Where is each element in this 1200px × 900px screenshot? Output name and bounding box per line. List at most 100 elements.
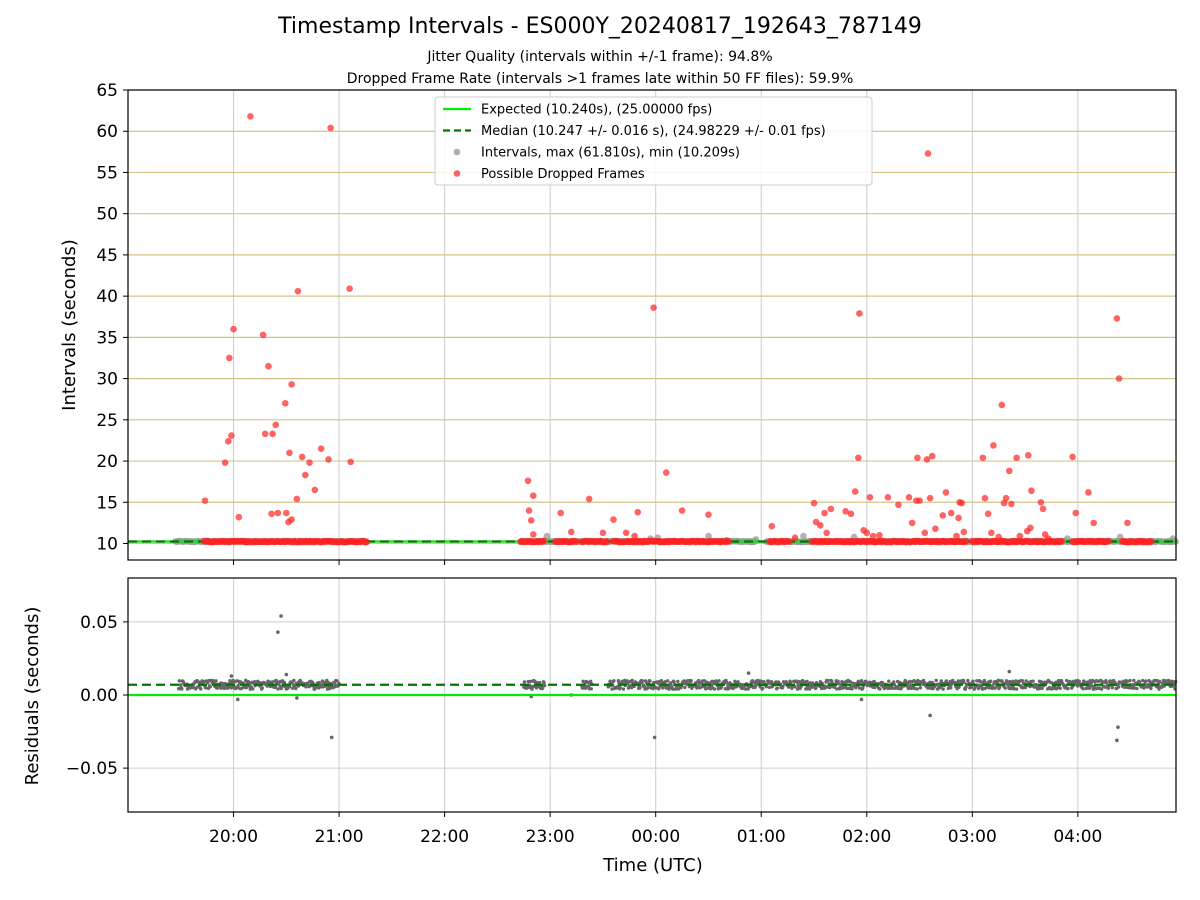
residual-point — [646, 685, 650, 690]
dropped-frame-point — [529, 492, 537, 499]
residual-point — [807, 687, 812, 691]
dropped-frame-point — [932, 525, 939, 532]
residual-point — [726, 687, 731, 691]
residual-point — [535, 680, 539, 685]
dropped-frame-point — [947, 509, 955, 517]
residual-point — [976, 686, 981, 691]
residual-point — [676, 679, 680, 684]
dropped-frame-point — [235, 513, 243, 521]
residual-point — [222, 686, 226, 691]
residual-point — [587, 684, 591, 688]
residual-point — [1082, 679, 1086, 683]
residual-point — [542, 680, 546, 685]
residual-point — [836, 681, 841, 686]
residual-point — [284, 672, 289, 677]
x-axis-label: Time (UTC) — [602, 855, 703, 876]
residual-point — [1110, 686, 1114, 690]
dropped-frame-point — [1069, 453, 1076, 461]
dropped-frame-point — [923, 456, 931, 463]
bottom-axes: 0.05 0.00 −0.05 20:00 21:00 22:00 23:00 00:00 01… — [66, 577, 1177, 847]
residual-point — [672, 680, 676, 684]
dropped-frame-point — [842, 508, 849, 515]
residual-point — [273, 685, 278, 690]
residual-point — [335, 679, 339, 683]
residual-point — [178, 683, 183, 687]
residual-point — [522, 680, 527, 684]
residual-point — [775, 686, 779, 690]
top-y-tick-label: 45 — [96, 246, 118, 266]
dropped-frame-point — [1008, 500, 1015, 508]
residual-point — [1087, 686, 1092, 690]
legend-intervals-swatch — [453, 148, 461, 156]
dropped-frame-point — [924, 150, 932, 157]
residual-point — [724, 681, 729, 685]
dropped-frame-point — [1027, 524, 1034, 532]
dropped-frame-point — [269, 430, 276, 438]
residual-point — [1115, 738, 1119, 743]
residual-point — [878, 687, 882, 691]
x-tick-label: 22:00 — [420, 827, 469, 847]
dropped-frame-point — [866, 494, 874, 501]
residual-point — [671, 687, 675, 691]
top-y-tick-label: 25 — [96, 411, 118, 431]
residual-point — [873, 685, 877, 690]
residual-point — [588, 679, 593, 684]
residual-point — [1172, 683, 1177, 687]
x-tick-label: 21:00 — [315, 827, 364, 847]
residual-point — [1089, 684, 1094, 688]
dropped-frame-point — [953, 532, 960, 540]
legend-label: Possible Dropped Frames — [481, 167, 645, 182]
residual-point — [260, 686, 264, 690]
dropped-frame-point — [311, 486, 319, 494]
residual-point — [1020, 679, 1025, 683]
residual-point — [1064, 678, 1069, 683]
interval-point — [543, 532, 551, 540]
dropped-frame-point — [317, 445, 325, 452]
residual-point — [805, 679, 809, 684]
residual-point — [292, 678, 296, 683]
residual-point — [676, 687, 681, 691]
residual-point — [1116, 685, 1121, 689]
top-axes: 10 15 20 25 30 35 40 45 50 55 60 65 — [96, 81, 1177, 565]
dropped-frame-point — [604, 538, 611, 546]
dropped-frame-point — [817, 522, 824, 529]
x-tick-label: 03:00 — [948, 827, 997, 847]
dropped-frame-point — [1002, 494, 1010, 502]
dropped-frame-point — [221, 459, 229, 467]
dropped-frame-point — [650, 304, 657, 311]
residual-point — [235, 697, 240, 702]
residual-point — [697, 678, 701, 683]
residual-point — [1012, 687, 1016, 691]
residual-point — [276, 687, 280, 691]
residual-point — [612, 679, 616, 683]
dropped-frame-point — [1024, 451, 1032, 459]
residual-point — [712, 687, 717, 691]
dropped-frame-point — [916, 497, 923, 504]
residual-point — [949, 686, 953, 690]
residual-point — [848, 679, 852, 684]
residual-point — [648, 679, 652, 683]
top-y-tick-label: 65 — [96, 81, 118, 101]
residual-point — [625, 679, 629, 683]
dropped-frame-point — [283, 509, 290, 517]
residual-point — [759, 679, 764, 684]
residual-point — [964, 685, 968, 689]
residual-point — [630, 678, 634, 683]
residual-point — [180, 687, 184, 691]
bottom-y-tick-label: 0.00 — [80, 686, 118, 706]
dropped-frame-point — [981, 494, 989, 502]
residual-point — [287, 685, 292, 689]
dropped-frame-point — [1000, 499, 1008, 507]
residual-point — [689, 679, 693, 683]
top-y-tick-label: 50 — [96, 205, 118, 225]
residual-point — [683, 685, 687, 690]
dropped-frame-point — [634, 508, 642, 516]
legend-box — [434, 96, 873, 186]
dropped-frame-point — [939, 512, 947, 519]
residual-point — [638, 686, 642, 690]
residual-point — [941, 687, 945, 691]
dropped-frame-point — [678, 507, 686, 514]
residual-point — [962, 680, 966, 684]
top-y-tick-label: 30 — [96, 370, 118, 390]
